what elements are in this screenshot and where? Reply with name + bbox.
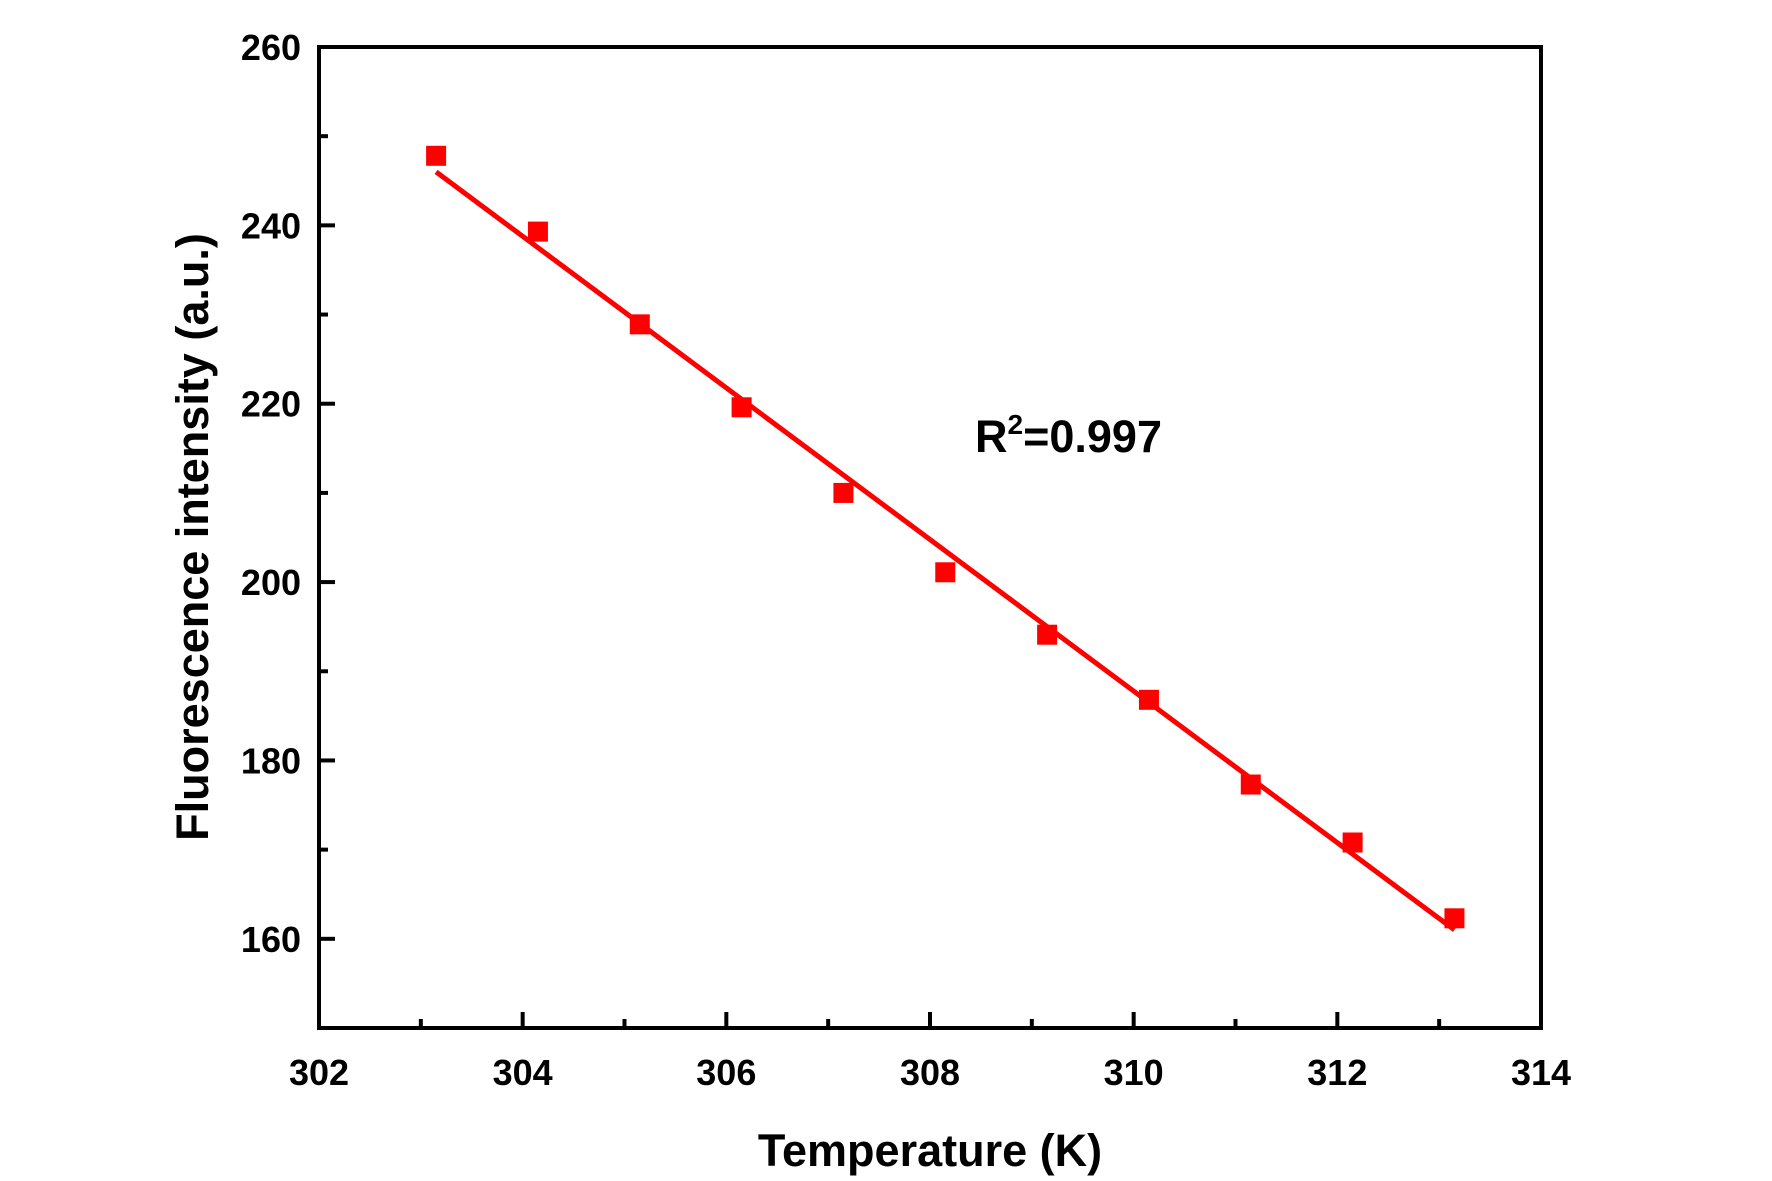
x-tick-label: 302 (289, 1052, 349, 1093)
y-tick-label: 260 (241, 27, 301, 68)
data-point (426, 145, 447, 166)
fit-line (434, 169, 1456, 932)
data-point (1240, 774, 1261, 795)
data-point (1444, 908, 1465, 929)
y-tick-label: 220 (241, 384, 301, 425)
x-tick-label: 306 (696, 1052, 756, 1093)
r-squared-prefix: R (975, 411, 1008, 462)
data-point (731, 397, 752, 418)
data-point (629, 314, 650, 335)
x-tick-label: 314 (1511, 1052, 1571, 1093)
y-axis: 160 180 200 220 240 260 (241, 27, 335, 960)
data-point (1138, 689, 1159, 710)
x-tick-label: 304 (493, 1052, 553, 1093)
x-tick-label: 310 (1104, 1052, 1164, 1093)
data-point (1342, 832, 1363, 853)
data-point (527, 221, 548, 242)
fit-line-group (434, 169, 1456, 932)
y-tick-label: 160 (241, 919, 301, 960)
y-tick-label: 200 (241, 562, 301, 603)
y-axis-title: Fluorescence intensity (a.u.) (167, 233, 218, 841)
y-tick-label: 180 (241, 740, 301, 781)
x-axis: 302 304 306 308 310 312 314 (289, 1012, 1571, 1093)
data-point (935, 562, 956, 583)
data-point (1037, 624, 1058, 645)
x-tick-label: 308 (900, 1052, 960, 1093)
r-squared-annotation: R2=0.997 (975, 409, 1162, 462)
x-tick-label: 312 (1307, 1052, 1367, 1093)
data-point (833, 482, 854, 503)
y-tick-label: 240 (241, 205, 301, 246)
r-squared-superscript: 2 (1008, 409, 1024, 440)
x-axis-title: Temperature (K) (758, 1125, 1102, 1176)
r-squared-value: =0.997 (1023, 411, 1162, 462)
data-points (426, 145, 1465, 929)
